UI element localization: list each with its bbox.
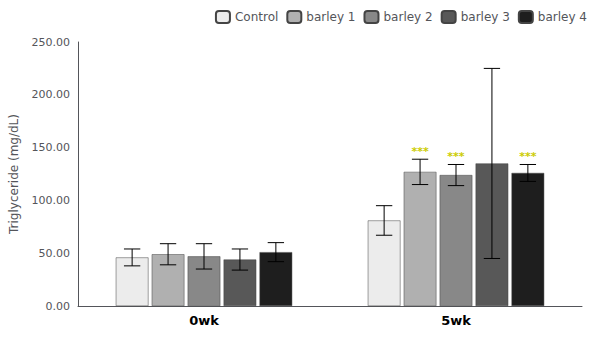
svg-text:250.00: 250.00 (32, 36, 71, 49)
svg-text:5wk: 5wk (441, 313, 471, 328)
svg-text:150.00: 150.00 (32, 141, 71, 154)
svg-text:***: *** (519, 150, 537, 163)
svg-text:Triglyceride (mg/dL): Triglyceride (mg/dL) (7, 114, 21, 235)
svg-text:barley 3: barley 3 (461, 10, 510, 24)
svg-text:50.00: 50.00 (39, 247, 71, 260)
svg-text:barley 2: barley 2 (383, 10, 432, 24)
svg-text:200.00: 200.00 (32, 88, 71, 101)
svg-text:0.00: 0.00 (46, 300, 71, 313)
svg-text:100.00: 100.00 (32, 194, 71, 207)
svg-text:barley 4: barley 4 (538, 10, 587, 24)
svg-text:Control: Control (235, 10, 278, 24)
svg-text:***: *** (411, 145, 429, 158)
svg-text:***: *** (447, 150, 465, 163)
svg-text:barley 1: barley 1 (306, 10, 355, 24)
svg-text:0wk: 0wk (189, 313, 219, 328)
